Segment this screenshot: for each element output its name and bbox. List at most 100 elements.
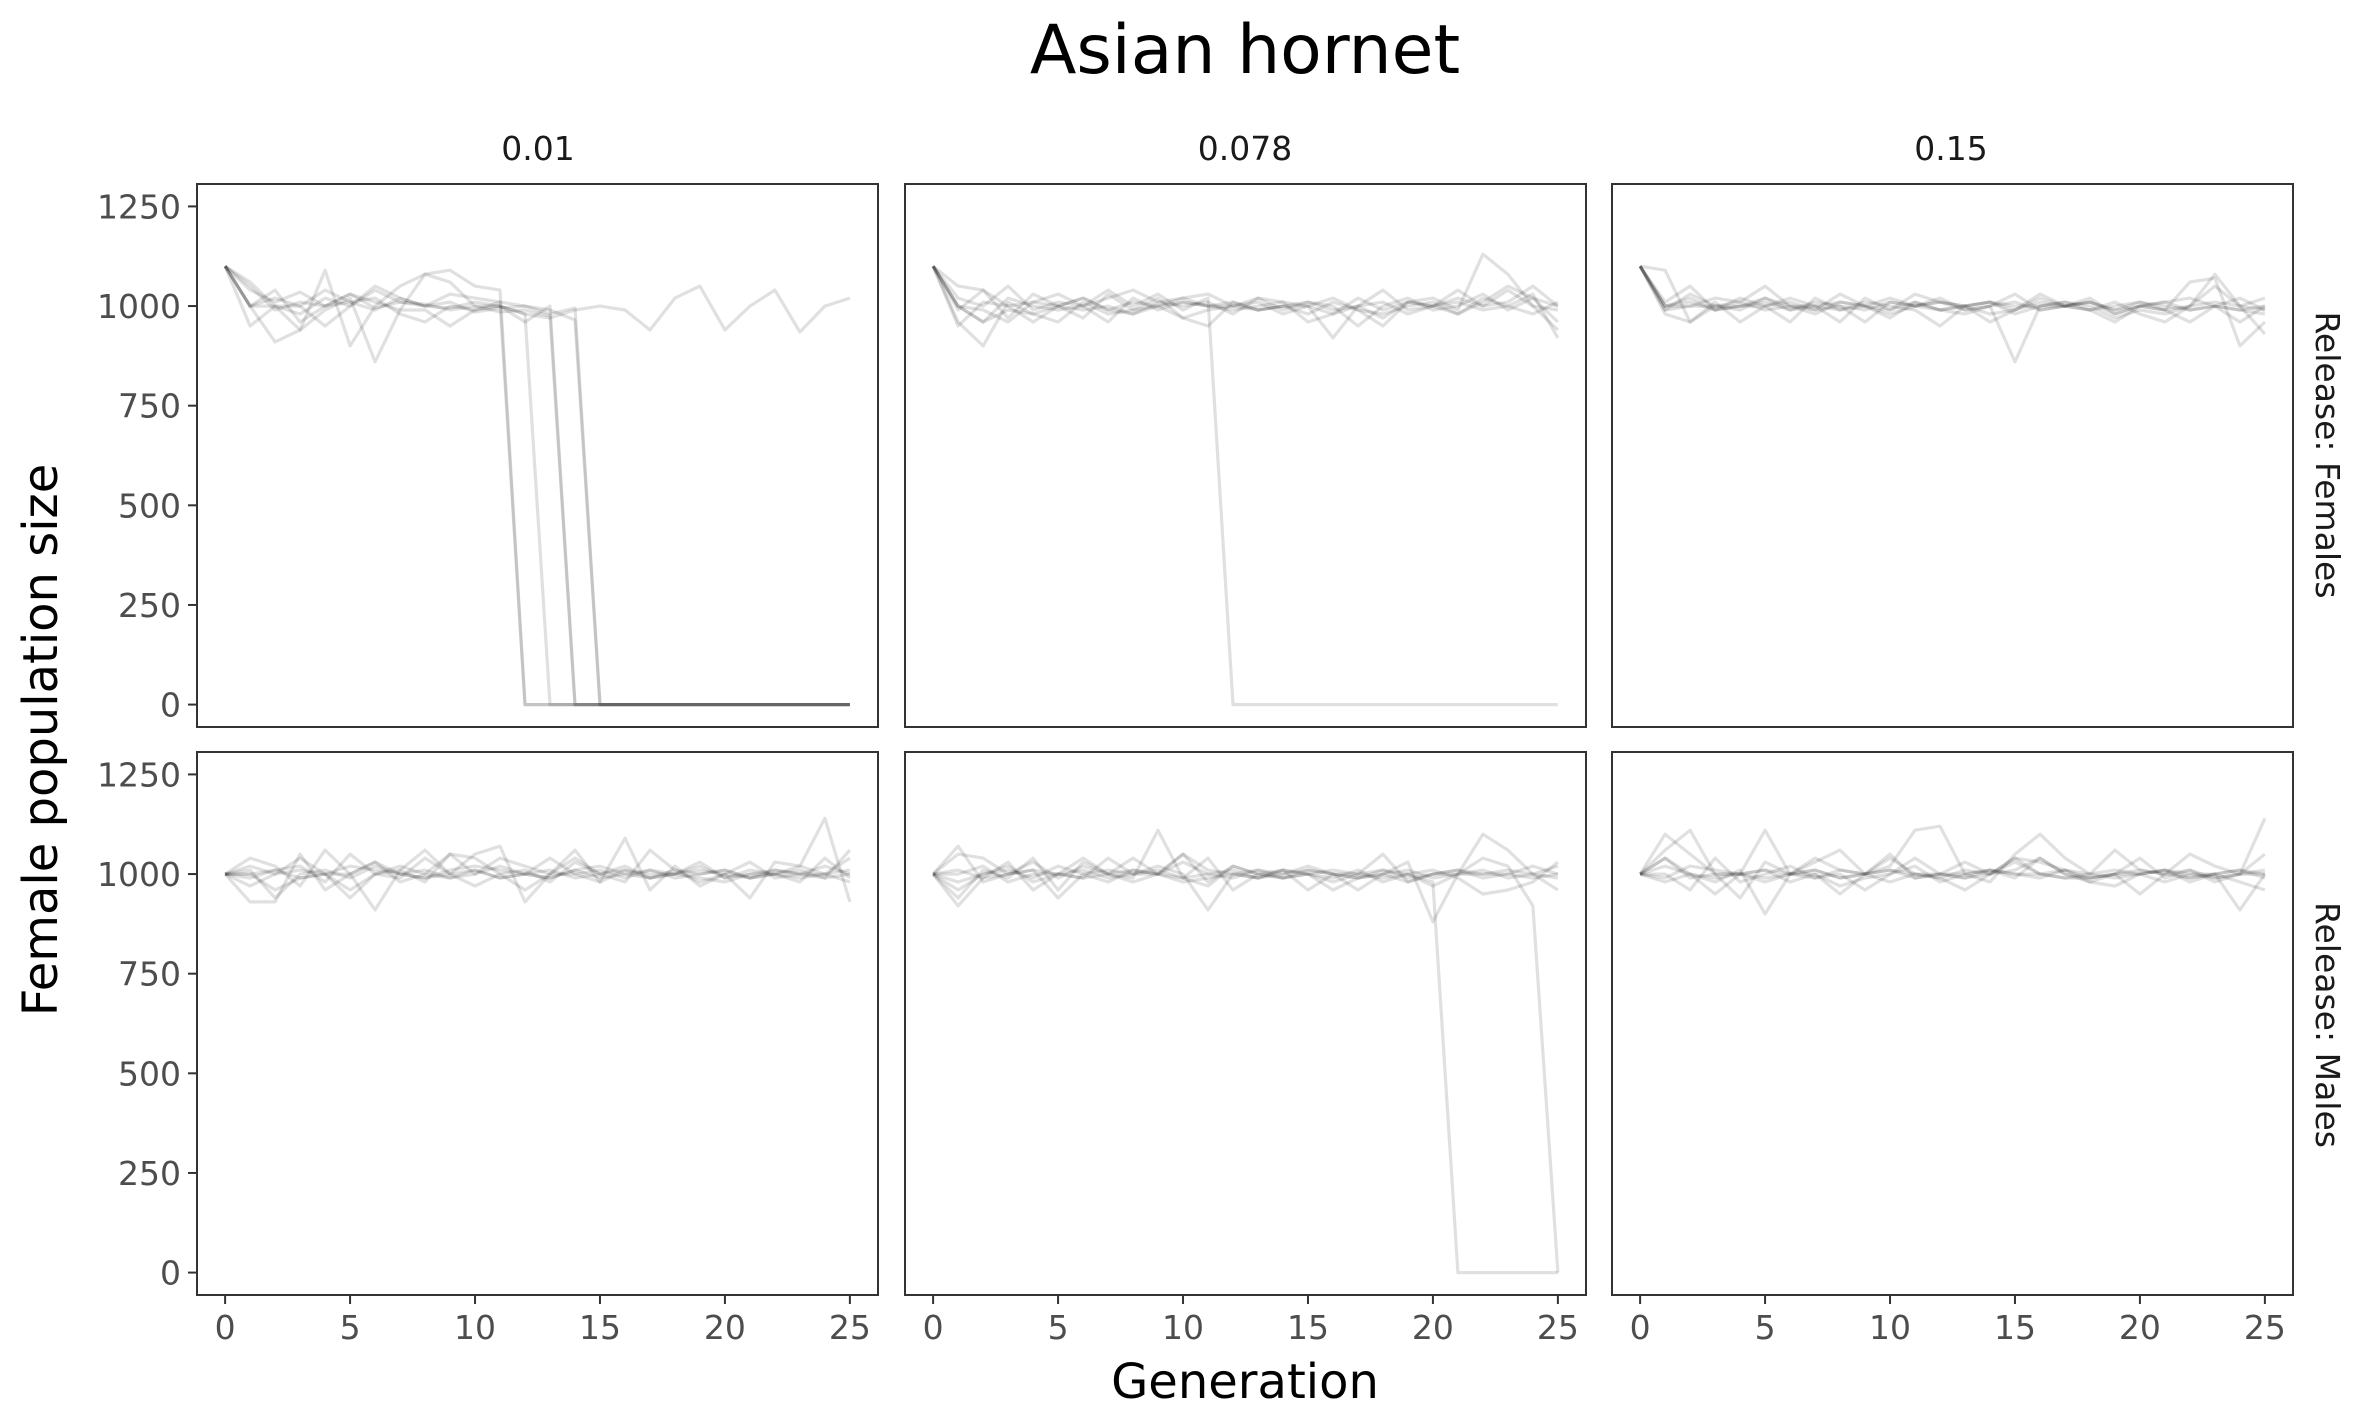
series-line-6 (1638, 265, 2266, 324)
y-tick-label: 500 (118, 486, 181, 525)
series-line-5 (931, 265, 1558, 707)
series-line-5 (223, 265, 850, 707)
panel-females-0.01: 0 250 500 750 1000 1250 (97, 183, 879, 728)
series-line-5 (932, 864, 1559, 880)
series-line-5 (1640, 852, 2266, 896)
panel-males-0.01: 0 250 500 750 1000 1250 0 5 10 15 20 25 (97, 751, 879, 1347)
panel-border (904, 751, 1587, 1296)
row-strip-label-0: Release: Females (2308, 311, 2347, 598)
series-line-5 (225, 864, 851, 892)
series-line-1 (1638, 265, 2266, 316)
series-line-4 (1638, 265, 2266, 324)
series-line-4 (931, 265, 1560, 339)
series-line-7 (1638, 265, 2266, 328)
panel-males-0.078: 0 5 10 15 20 25 (904, 751, 1587, 1347)
series-line-4 (224, 264, 850, 707)
series-line-4 (931, 852, 1560, 1273)
y-tick-label: 1250 (97, 187, 181, 226)
x-tick-label: 5 (1048, 1308, 1069, 1347)
series-line-2 (1638, 824, 2266, 884)
panel-border (196, 751, 879, 1296)
series-line-3 (1638, 828, 2265, 900)
series-line-8 (931, 844, 1559, 900)
x-tick-label: 25 (829, 1308, 871, 1347)
series-line-6 (1639, 817, 2267, 916)
series-line-3 (223, 265, 850, 707)
x-axis-title: Generation (1111, 1354, 1379, 1410)
panel-border (1611, 751, 2294, 1296)
row-strip-label-1: Release: Males (2308, 902, 2347, 1148)
series-line-1 (1639, 856, 2266, 880)
y-tick-label: 750 (118, 387, 181, 426)
x-tick-label: 20 (1412, 1308, 1454, 1347)
column-strip-label-0: 0.01 (501, 129, 574, 168)
panel-females-0.15 (1611, 183, 2294, 728)
panel-border (1611, 183, 2294, 728)
series-line-8 (223, 265, 850, 707)
x-tick-label: 5 (340, 1308, 361, 1347)
series-line-6 (224, 848, 851, 892)
y-tick-label: 1000 (97, 855, 181, 894)
series-line-1 (224, 864, 851, 900)
x-tick-label: 0 (923, 1308, 944, 1347)
series-line-2 (224, 848, 851, 888)
series-line-2 (224, 264, 850, 707)
y-tick-label: 500 (118, 1054, 181, 1093)
series-line-7 (933, 856, 1559, 888)
y-axis-title: Female population size (13, 464, 69, 1017)
panel-females-0.078 (904, 183, 1587, 728)
series-line-1 (932, 852, 1559, 884)
x-tick-label: 20 (704, 1308, 746, 1347)
y-tick-label: 0 (160, 686, 181, 725)
series-line-8 (931, 265, 1559, 328)
series-line-7 (223, 816, 852, 912)
series-line-3 (932, 860, 1559, 912)
series-line-2 (1638, 265, 2266, 324)
y-tick-label: 1250 (97, 755, 181, 794)
x-tick-label: 15 (579, 1308, 621, 1347)
series-line-7 (1639, 856, 2266, 892)
x-tick-label: 25 (2244, 1308, 2286, 1347)
series-line-7 (223, 265, 851, 364)
panel-border (196, 183, 879, 728)
x-tick-label: 10 (1162, 1308, 1204, 1347)
panel-males-0.15: 0 5 10 15 20 25 (1611, 751, 2294, 1347)
series-line-2 (932, 860, 1558, 1275)
x-tick-label: 10 (1869, 1308, 1911, 1347)
y-tick-label: 750 (118, 955, 181, 994)
series-line-3 (931, 252, 1560, 348)
series-line-4 (1639, 864, 2266, 884)
series-line-8 (225, 860, 851, 880)
series-line-3 (1638, 265, 2266, 316)
series-line-6 (931, 828, 1559, 908)
x-tick-label: 15 (1994, 1308, 2036, 1347)
x-tick-label: 10 (454, 1308, 496, 1347)
chart-title: Asian hornet (1030, 11, 1460, 90)
panel-border (904, 183, 1587, 728)
x-tick-label: 5 (1755, 1308, 1776, 1347)
x-tick-label: 15 (1287, 1308, 1329, 1347)
series-line-3 (224, 849, 852, 900)
series-line-5 (1639, 264, 2267, 348)
y-tick-label: 1000 (97, 287, 181, 326)
y-tick-label: 250 (118, 586, 181, 625)
series-line-7 (931, 265, 1560, 328)
series-line-1 (223, 265, 850, 707)
x-tick-label: 0 (1630, 1308, 1651, 1347)
column-strip-label-1: 0.078 (1198, 129, 1292, 168)
series-line-2 (932, 264, 1559, 316)
y-tick-label: 250 (118, 1154, 181, 1193)
y-tick-label: 0 (160, 1254, 181, 1293)
series-line-8 (1639, 868, 2267, 912)
x-tick-label: 20 (2119, 1308, 2161, 1347)
series-line-6 (931, 265, 1559, 340)
x-tick-label: 25 (1537, 1308, 1579, 1347)
series-line-4 (224, 852, 851, 892)
x-tick-label: 0 (215, 1308, 236, 1347)
column-strip-label-2: 0.15 (1914, 129, 1987, 168)
series-line-8 (1638, 265, 2267, 364)
series-line-1 (931, 265, 1559, 324)
series-line-6 (223, 265, 850, 707)
